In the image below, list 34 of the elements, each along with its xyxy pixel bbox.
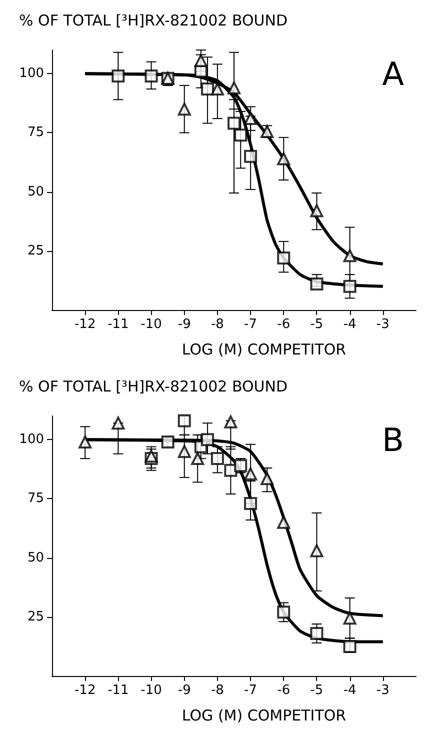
x-tick-label: -12 — [74, 683, 96, 698]
y-tick-label: 100 — [19, 432, 44, 448]
y-tick-label: 50 — [27, 184, 44, 200]
x-tick-label: -11 — [108, 683, 129, 698]
x-tick-label: -6 — [277, 317, 290, 332]
x-tick-label: -5 — [310, 683, 324, 698]
x-tick-label: -11 — [108, 317, 129, 332]
y-tick-label: 25 — [27, 243, 44, 258]
x-tick-label: -4 — [343, 317, 356, 332]
y-tick-label: 100 — [19, 66, 44, 82]
x-tick-label: -8 — [210, 683, 224, 698]
x-tick-label: -3 — [376, 683, 390, 698]
x-tick-label: -5 — [310, 317, 324, 332]
annotation: A — [382, 55, 404, 93]
y-tick-label: 50 — [27, 550, 44, 566]
x-tick-label: -7 — [244, 317, 258, 332]
x-tick-label: -7 — [244, 683, 258, 698]
y-tick-label: 75 — [27, 125, 44, 140]
x-tick-label: -10 — [140, 317, 162, 332]
y-axis-title: % OF TOTAL [³H]RX-821002 BOUND — [19, 12, 288, 30]
y-axis-title: % OF TOTAL [³H]RX-821002 BOUND — [19, 378, 288, 396]
x-axis-title: LOG (M) COMPETITOR — [182, 340, 346, 358]
y-tick-label: 75 — [27, 491, 44, 506]
y-tick-label: 25 — [27, 609, 44, 624]
x-tick-label: -10 — [140, 683, 162, 698]
x-tick-label: -9 — [178, 317, 191, 332]
x-tick-label: -9 — [178, 683, 191, 698]
x-tick-label: -6 — [277, 683, 290, 698]
x-tick-label: -8 — [210, 317, 224, 332]
x-tick-label: -3 — [376, 317, 390, 332]
annotation: B — [382, 421, 404, 459]
x-axis-title: LOG (M) COMPETITOR — [182, 706, 346, 724]
x-tick-label: -4 — [343, 683, 356, 698]
x-tick-label: -12 — [74, 317, 96, 332]
